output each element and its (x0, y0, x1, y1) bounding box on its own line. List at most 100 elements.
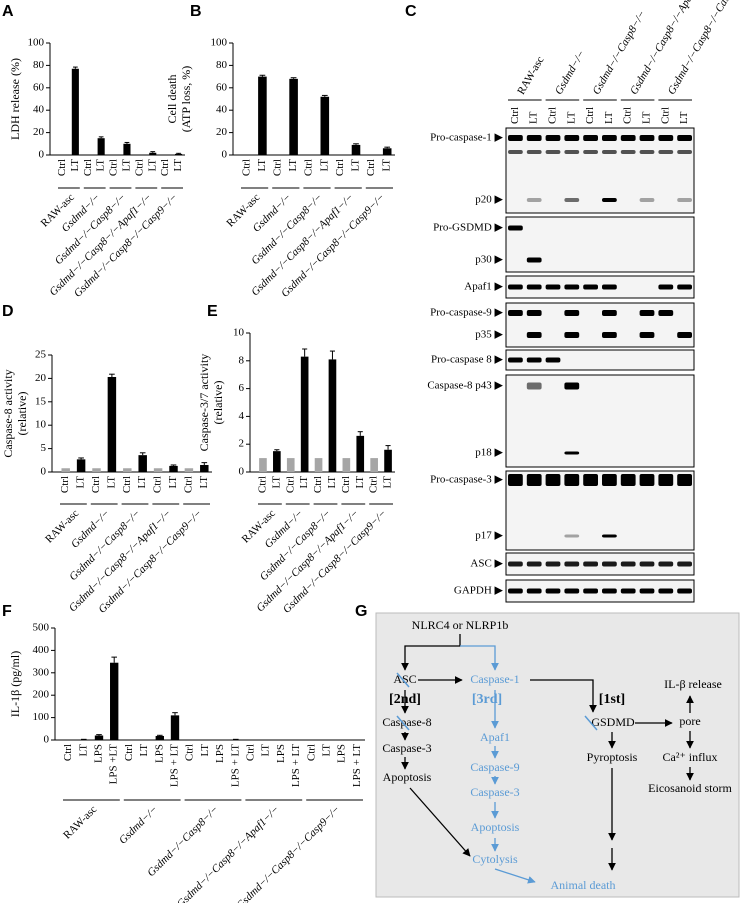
bar (123, 143, 131, 155)
bar (92, 468, 101, 472)
diagram-node: Apoptosis (471, 820, 520, 834)
blot-box (505, 127, 695, 214)
blot-band (526, 474, 542, 486)
x-tick-label: Ctrl (368, 476, 380, 493)
y-tick-label: 200 (33, 689, 50, 701)
blot-band (564, 310, 580, 316)
bar (184, 468, 194, 472)
y-tick-label: 4 (239, 410, 245, 422)
y-tick-label: 40 (33, 104, 45, 116)
blot-row-label: p30 ▶ (475, 254, 503, 266)
bar (170, 715, 180, 740)
bar (314, 458, 323, 472)
block-mark (396, 715, 410, 731)
blot-row-label: Pro-caspase-9 ▶ (430, 307, 503, 319)
blot-band (564, 332, 580, 338)
lane-label: Ctrl (659, 107, 671, 124)
blot-band (545, 588, 561, 594)
diagram-node: Animal death (551, 878, 616, 892)
blot-band (583, 135, 598, 141)
x-tick-label: LT (256, 159, 268, 172)
y-axis-label: (relative) (211, 381, 225, 425)
diagram-arrow (460, 645, 499, 671)
blot-band (677, 135, 692, 141)
x-tick-label: Ctrl (184, 744, 196, 761)
blot-band (545, 150, 561, 154)
blot-row-label: p18 ▶ (475, 447, 503, 459)
blot-band (526, 257, 542, 263)
blot-box (505, 216, 695, 273)
blot-box (505, 349, 695, 371)
blot-band (602, 310, 617, 316)
bar (107, 376, 117, 472)
blot-row-label: Pro-caspase 8 ▶ (431, 354, 504, 366)
bar (342, 458, 351, 472)
blot-band (602, 588, 617, 594)
blot-band (564, 451, 580, 455)
blot-band (583, 474, 598, 486)
x-tick-label: LT (69, 159, 81, 172)
blot-band (620, 150, 636, 154)
x-tick-label: LT (167, 476, 179, 489)
panel-label: E (207, 303, 218, 320)
bar (138, 455, 147, 472)
y-tick-label: 20 (35, 372, 47, 384)
x-tick-label: LT (77, 744, 89, 757)
blot-row-label: p20 ▶ (475, 194, 503, 206)
x-tick-label: LT (138, 744, 150, 757)
blot-band (602, 332, 617, 338)
lane-label: LT (603, 111, 615, 124)
bar (259, 458, 267, 472)
diagram-node: Caspase-1 (470, 672, 519, 686)
y-tick-label: 2 (239, 438, 245, 450)
x-tick-label: LT (382, 476, 394, 489)
blot-band (677, 150, 692, 154)
y-tick-label: 100 (33, 711, 50, 723)
diagram-node: Ca²⁺ influx (663, 750, 718, 764)
diagram-node: Eicosanoid storm (648, 781, 732, 795)
y-tick-label: 0 (39, 149, 45, 161)
x-tick-label: LT (354, 476, 366, 489)
blot-band (508, 310, 523, 316)
diagram-node: Caspase-8 (382, 715, 431, 729)
blot-band (677, 284, 692, 290)
panel-label: C (405, 3, 417, 20)
diagram-node: Caspase-9 (470, 760, 519, 774)
y-axis-label: (ATP loss, %) (179, 66, 193, 133)
diagram-arrow (401, 634, 461, 671)
y-tick-label: 0 (41, 466, 47, 478)
y-tick-label: 0 (239, 466, 245, 478)
blot-band (508, 561, 523, 567)
x-tick-label: LT (120, 159, 132, 172)
bar (273, 451, 281, 472)
blot-band (526, 310, 542, 316)
blot-band (564, 561, 580, 567)
x-tick-label: Ctrl (82, 159, 94, 176)
y-tick-label: 400 (33, 644, 50, 656)
blot-band (526, 561, 542, 567)
bar (300, 356, 309, 472)
diagram-node: [3rd] (472, 692, 502, 707)
blot-band (639, 561, 655, 567)
blot-band (564, 474, 580, 486)
bar (110, 662, 119, 740)
diagram-node: IL-β release (664, 677, 722, 691)
panel-label: B (190, 3, 202, 20)
blot-row-label: p17 ▶ (475, 530, 503, 542)
x-tick-label: LPS (336, 744, 348, 763)
y-tick-label: 20 (33, 126, 45, 138)
y-axis-label: LDH release (%) (8, 58, 22, 140)
y-tick-label: 8 (239, 354, 245, 366)
y-tick-label: 40 (216, 104, 228, 116)
blot-band (583, 284, 598, 290)
x-tick-label: Ctrl (340, 476, 352, 493)
group-label: Gsdmd−/−Casp8−/−Casp9−/− (234, 803, 342, 903)
blot-band (545, 135, 561, 141)
bar (286, 458, 295, 472)
blot-band (602, 561, 617, 567)
x-tick-label: Ctrl (256, 476, 268, 493)
diagram-node: Cytolysis (472, 852, 518, 866)
blot-band (639, 198, 655, 202)
blot-band (564, 534, 580, 538)
x-tick-label: Ctrl (56, 159, 68, 176)
